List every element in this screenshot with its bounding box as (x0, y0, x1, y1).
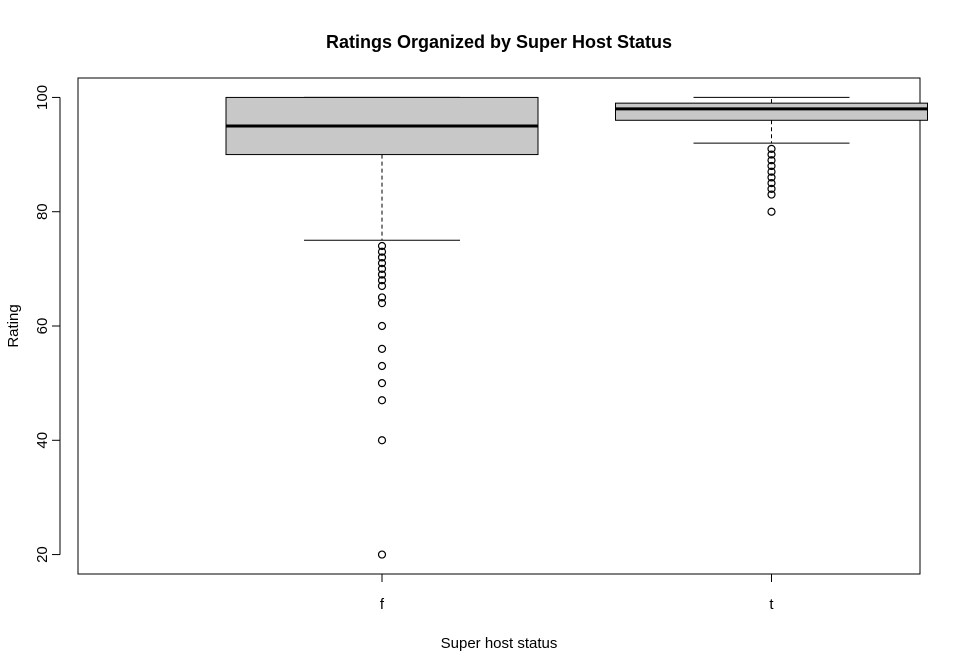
y-tick-label: 100 (34, 85, 51, 110)
outlier-point (377, 259, 387, 268)
y-axis: 20 40 60 80 100 (34, 85, 61, 563)
box-f (225, 96, 539, 559)
outlier-point (377, 379, 387, 388)
outlier-point (377, 264, 387, 273)
y-axis-label: Rating (5, 304, 22, 347)
iqr-box (615, 102, 928, 121)
outlier-point (377, 344, 387, 353)
x-tick-label: t (769, 596, 774, 613)
outlier-point (767, 173, 776, 182)
outlier-point (377, 276, 387, 285)
outlier-point (377, 396, 387, 405)
outlier-point (377, 361, 387, 371)
outlier-point (767, 144, 776, 153)
outlier-point (377, 281, 387, 291)
outlier-point (767, 161, 776, 171)
outlier-point (377, 321, 387, 331)
chart-title: Ratings Organized by Super Host Status (326, 32, 672, 52)
outlier-point (767, 207, 776, 216)
outlier-point (767, 167, 776, 176)
outlier-point (377, 293, 387, 302)
outlier-point (377, 241, 387, 251)
outlier-point (767, 156, 776, 165)
y-tick-label: 20 (34, 546, 51, 563)
outlier-point (767, 179, 776, 188)
x-axis-label: Super host status (441, 635, 558, 652)
y-tick-label: 40 (34, 432, 51, 449)
outlier-point (377, 299, 387, 308)
outlier-point (377, 550, 387, 559)
box-t (615, 96, 928, 216)
outlier-point (377, 270, 387, 279)
x-tick-label: f (380, 596, 385, 613)
outlier-point (767, 184, 776, 193)
y-tick-label: 60 (34, 318, 51, 335)
boxes-group (225, 96, 928, 559)
outlier-point (377, 253, 387, 262)
outlier-point (377, 247, 387, 256)
outlier-point (377, 436, 387, 445)
outlier-point (767, 150, 776, 159)
y-tick-label: 80 (34, 203, 51, 220)
outlier-point (767, 190, 776, 199)
